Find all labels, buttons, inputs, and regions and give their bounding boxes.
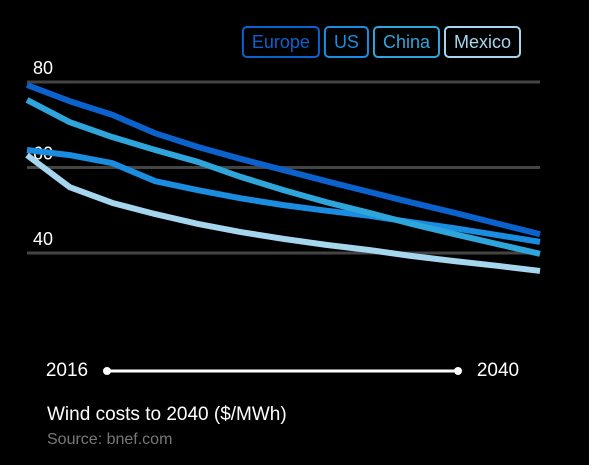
- legend-button[interactable]: China: [372, 26, 440, 58]
- legend-box: [443, 26, 521, 58]
- legend-button[interactable]: Europe: [241, 26, 320, 58]
- y-tick-label: 80: [33, 58, 53, 78]
- x-tick-label: 2040: [477, 360, 519, 381]
- legend-button[interactable]: Mexico: [443, 26, 521, 58]
- legend-button[interactable]: US: [323, 26, 369, 58]
- legend-box: [241, 26, 320, 58]
- y-tick-label: 40: [33, 229, 53, 249]
- legend-box: [372, 26, 440, 58]
- legend-label: US: [334, 32, 359, 52]
- series-line: [25, 82, 541, 238]
- legend-box: [323, 26, 369, 58]
- slider-handle: [454, 367, 462, 375]
- series-line: [26, 146, 541, 245]
- x-tick-label: 2016: [46, 360, 88, 381]
- legend-label: Europe: [252, 32, 310, 52]
- series-line: [25, 152, 541, 274]
- legend-label: Mexico: [454, 32, 511, 52]
- chart-title: Wind costs to 2040 ($/MWh): [47, 404, 287, 425]
- slider-handle: [103, 367, 111, 375]
- series-line: [25, 97, 541, 257]
- legend-label: China: [383, 32, 431, 52]
- source: Source: bnef.com: [47, 431, 172, 448]
